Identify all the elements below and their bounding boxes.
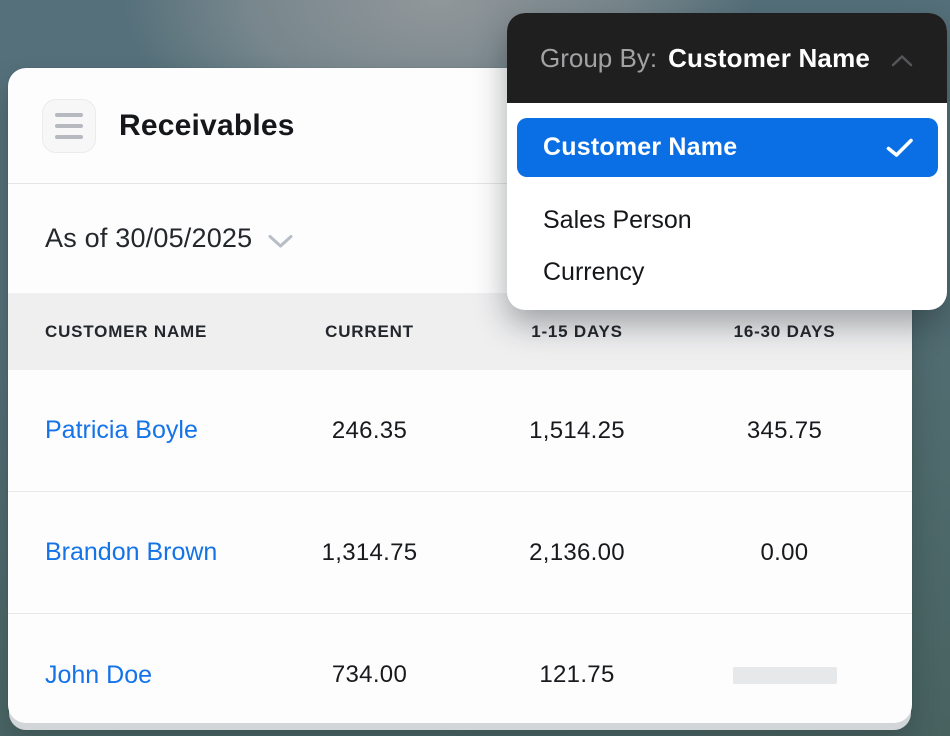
column-header-current: CURRENT — [325, 321, 414, 341]
asof-date-row: As of 30/05/2025 — [8, 184, 912, 293]
option-currency[interactable]: Currency — [543, 257, 645, 286]
days-16-30-value: 345.75 — [746, 416, 823, 444]
days-1-15-value: 2,136.00 — [529, 538, 625, 566]
current-value: 1,314.75 — [321, 538, 418, 566]
page-title: Receivables — [119, 108, 295, 142]
option-customer-name[interactable]: Customer Name — [517, 118, 938, 177]
column-header-16-30-days: 16-30 DAYS — [733, 321, 836, 341]
group-by-selected-value: Customer Name — [668, 42, 871, 73]
customer-name-link[interactable]: Patricia Boyle — [45, 416, 198, 444]
customer-name-link[interactable]: Brandon Brown — [45, 538, 218, 566]
option-label: Customer Name — [543, 133, 738, 161]
days-1-15-value: 121.75 — [539, 661, 615, 688]
hamburger-icon — [55, 123, 83, 128]
column-header-1-15-days: 1-15 DAYS — [531, 321, 623, 341]
table-header-row: CUSTOMER NAME CURRENT 1-15 DAYS 16-30 DA… — [8, 293, 912, 370]
current-value: 734.00 — [331, 661, 408, 688]
group-by-trigger[interactable]: Group By: Customer Name — [507, 13, 947, 103]
chevron-down-icon[interactable] — [268, 234, 293, 249]
menu-button[interactable] — [42, 98, 96, 153]
days-1-15-value: 1,514.25 — [529, 416, 625, 444]
hamburger-icon — [55, 112, 83, 117]
check-icon — [886, 138, 913, 157]
table-row: Brandon Brown 1,314.75 2,136.00 0.00 — [8, 492, 912, 614]
option-sales-person[interactable]: Sales Person — [543, 205, 692, 234]
asof-date-selector[interactable]: As of 30/05/2025 — [45, 223, 253, 253]
days-16-30-value: 0.00 — [760, 538, 809, 566]
hamburger-icon — [55, 134, 83, 139]
group-by-options: Customer Name Sales Person Currency — [507, 103, 947, 297]
table-row: John Doe 734.00 121.75 — [8, 614, 912, 736]
chevron-up-icon[interactable] — [891, 54, 913, 67]
customer-name-link[interactable]: John Doe — [45, 660, 153, 689]
loading-skeleton-bar — [732, 666, 837, 684]
group-by-popover: Group By: Customer Name Customer Name Sa… — [507, 13, 947, 310]
report-header: Receivables — [8, 68, 912, 184]
table-row: Patricia Boyle 246.35 1,514.25 345.75 — [8, 370, 912, 492]
days-16-30-cell — [677, 666, 892, 684]
current-value: 246.35 — [331, 416, 408, 444]
group-by-label: Group By: — [540, 42, 658, 73]
column-header-customer-name: CUSTOMER NAME — [45, 321, 208, 341]
